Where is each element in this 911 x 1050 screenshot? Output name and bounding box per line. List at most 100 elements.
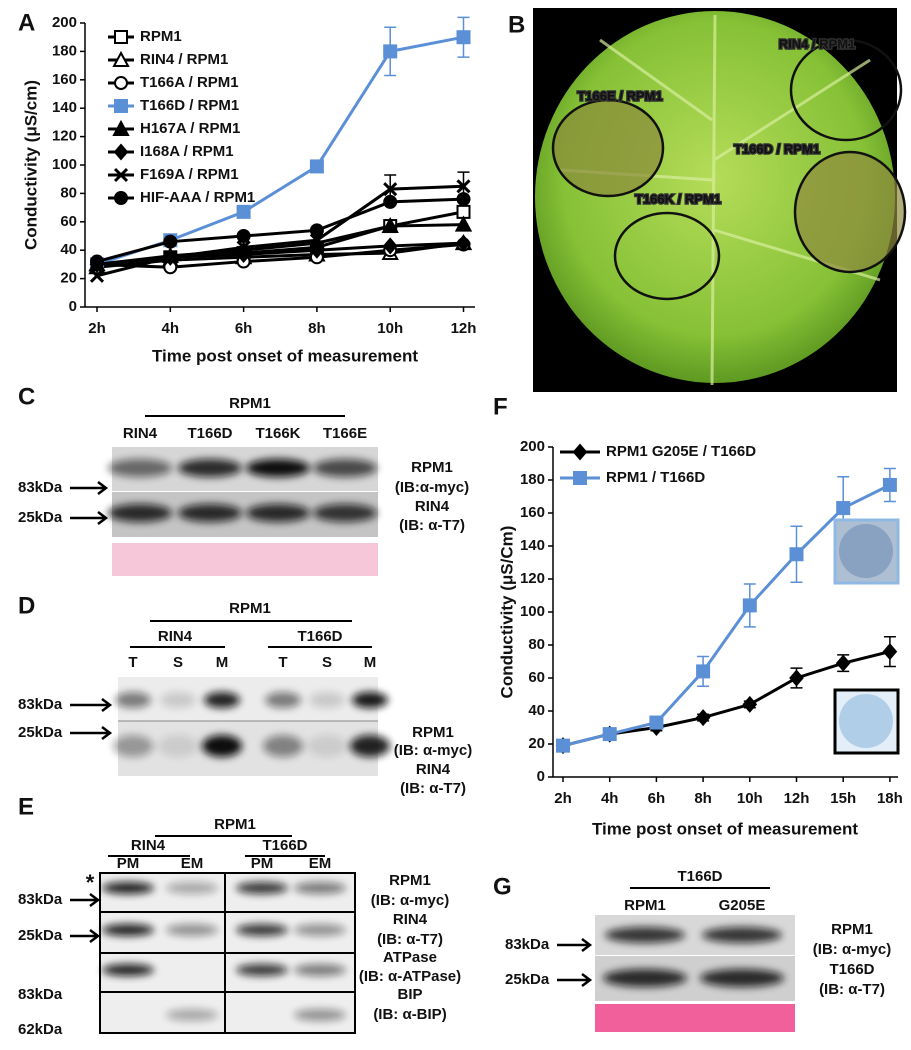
marker	[835, 654, 851, 672]
band	[309, 692, 345, 708]
band	[160, 692, 196, 708]
band	[202, 735, 242, 757]
size-marker: 83kDa	[18, 696, 63, 713]
x-tick-label: 6h	[648, 790, 666, 807]
band	[158, 735, 198, 757]
leaf-label: T166D / RPM1	[734, 141, 820, 156]
marker	[309, 159, 324, 174]
size-marker: 83kDa	[505, 936, 550, 953]
label: RIN4	[131, 837, 166, 854]
marker	[381, 216, 399, 234]
marker	[163, 250, 178, 265]
band	[166, 1009, 218, 1021]
band	[108, 459, 172, 477]
legend-label: I168A / RPM1	[140, 143, 234, 160]
label: RPM1	[214, 816, 256, 833]
label: RPM1	[229, 395, 271, 412]
marker	[456, 234, 471, 252]
marker	[383, 44, 398, 59]
series-line	[96, 241, 464, 266]
infiltration-circle	[613, 211, 721, 301]
arrow	[70, 929, 101, 943]
x-tick-label: 2h	[88, 320, 106, 337]
probe-label: RPM1	[411, 459, 453, 476]
band	[294, 882, 346, 894]
y-tick-label: 120	[52, 128, 77, 145]
leaf-label: T166E / RPM1	[577, 88, 662, 103]
lane-label: M	[216, 654, 229, 671]
y-tick-label: 160	[52, 71, 77, 88]
lane-label: T166K	[255, 425, 300, 442]
panel-letter: E	[18, 793, 34, 820]
marker	[236, 204, 251, 219]
legend-marker	[113, 167, 129, 183]
band	[294, 964, 346, 976]
probe-label: (IB: α-ATPase)	[359, 968, 461, 985]
legend-marker	[112, 50, 130, 67]
probe-label: T166D	[829, 961, 874, 978]
arrow	[70, 893, 101, 907]
probe-label: (IB: α-BIP)	[373, 1006, 446, 1023]
marker	[602, 727, 617, 742]
band	[352, 692, 388, 708]
inset-disc	[839, 524, 893, 578]
band	[350, 735, 390, 757]
size-marker: 62kDa	[18, 1021, 63, 1038]
probe-label: (IB: α-T7)	[400, 780, 466, 797]
legend-label: T166A / RPM1	[140, 74, 239, 91]
band	[246, 459, 310, 477]
legend-label: T166D / RPM1	[140, 97, 239, 114]
lane-label: T	[128, 654, 137, 671]
band	[246, 504, 310, 522]
arrow	[70, 511, 109, 525]
series-line	[96, 197, 464, 264]
band	[108, 504, 172, 522]
marker	[742, 695, 758, 713]
panel-letter: F	[493, 393, 508, 420]
infiltration-circle	[793, 150, 907, 274]
y-tick-label: 0	[69, 298, 77, 315]
band	[263, 735, 303, 757]
legend-label: RPM1 G205E / T166D	[606, 443, 756, 460]
lane-label: T166E	[323, 425, 367, 442]
legend-label: RPM1 / T166D	[606, 469, 705, 486]
size-marker: 25kDa	[18, 927, 63, 944]
marker	[163, 234, 178, 249]
band	[700, 969, 784, 987]
marker	[383, 194, 398, 209]
lane-label: M	[364, 654, 377, 671]
infiltration-circle	[551, 98, 665, 198]
marker	[382, 237, 398, 255]
marker	[309, 233, 324, 248]
band	[294, 924, 346, 936]
x-tick-label: 6h	[235, 320, 253, 337]
lane-label: PM	[117, 855, 140, 872]
y-tick-label: 140	[52, 99, 77, 116]
marker	[309, 223, 324, 238]
series-line	[96, 243, 464, 269]
probe-label: (IB: α-myc)	[394, 742, 472, 759]
x-tick-label: 10h	[377, 320, 403, 337]
y-tick-label: 200	[52, 14, 77, 31]
y-tick-label: 80	[60, 184, 77, 201]
panel-letter: D	[18, 592, 35, 619]
panel-letter: B	[508, 11, 525, 38]
probe-label: (IB: α-T7)	[819, 981, 885, 998]
probe-label: RIN4	[393, 911, 428, 928]
size-marker: 83kDa	[18, 986, 63, 1003]
marker	[649, 715, 664, 730]
band	[702, 927, 782, 943]
probe-label: (IB: α-T7)	[399, 517, 465, 534]
marker	[556, 738, 570, 753]
legend-marker	[572, 443, 588, 461]
asterisk: *	[86, 870, 95, 895]
band	[204, 692, 240, 708]
band	[178, 459, 242, 477]
lane-label: EM	[181, 855, 204, 872]
y-tick-label: 140	[520, 537, 545, 554]
marker	[456, 192, 471, 207]
arrow	[557, 938, 593, 952]
panel-letter: C	[18, 383, 35, 410]
lane-label: RPM1	[624, 897, 666, 914]
band	[113, 735, 153, 757]
